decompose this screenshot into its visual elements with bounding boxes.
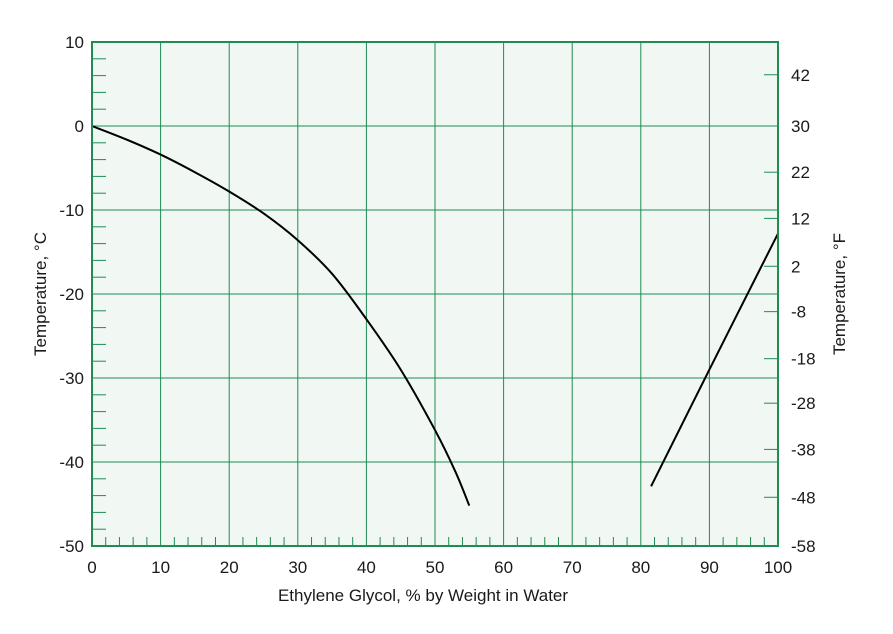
x-tick-label: 10 xyxy=(151,558,170,577)
y-right-tick-labels: 42 30 22 12 2 -8 -18 -28 -38 -48 -58 xyxy=(791,66,816,556)
y-axis-label-right: Temperature, °F xyxy=(830,233,849,355)
y-right-tick-label: 42 xyxy=(791,66,810,85)
y-right-tick-label: 12 xyxy=(791,209,810,228)
series-group xyxy=(91,125,779,507)
y-right-tick-label: -38 xyxy=(791,440,816,459)
y-right-tick-label: -58 xyxy=(791,537,816,556)
y-right-tick-label: -8 xyxy=(791,303,806,322)
plot-frame xyxy=(91,41,779,547)
minor-ticks xyxy=(92,58,778,547)
x-tick-label: 20 xyxy=(220,558,239,577)
y-right-tick-label: 22 xyxy=(791,163,810,182)
y-right-tick-label: 30 xyxy=(791,117,810,136)
y-left-tick-labels: 10 0 -10 -20 -30 -40 -50 xyxy=(59,33,84,556)
y-left-tick-label: -30 xyxy=(59,369,84,388)
x-tick-label: 70 xyxy=(563,558,582,577)
y-left-tick-label: -40 xyxy=(59,453,84,472)
x-tick-label: 0 xyxy=(87,558,96,577)
series-line-1 xyxy=(91,125,471,507)
y-right-tick-label: -18 xyxy=(791,350,816,369)
y-left-tick-label: 0 xyxy=(75,117,84,136)
y-right-tick-label: -48 xyxy=(791,488,816,507)
y-right-tick-label: 2 xyxy=(791,257,800,276)
series-line-2 xyxy=(650,233,779,487)
x-tick-label: 80 xyxy=(631,558,650,577)
y-left-tick-label: -20 xyxy=(59,285,84,304)
y-left-tick-label: 10 xyxy=(65,33,84,52)
x-tick-label: 30 xyxy=(288,558,307,577)
x-tick-label: 100 xyxy=(764,558,792,577)
x-tick-labels: 0 10 20 30 40 50 60 70 80 90 100 xyxy=(87,558,792,577)
x-tick-label: 60 xyxy=(494,558,513,577)
y-left-tick-label: -10 xyxy=(59,201,84,220)
x-tick-label: 50 xyxy=(426,558,445,577)
x-tick-label: 40 xyxy=(357,558,376,577)
y-axis-label-left: Temperature, °C xyxy=(31,232,50,356)
x-axis-label: Ethylene Glycol, % by Weight in Water xyxy=(278,586,568,605)
y-right-tick-label: -28 xyxy=(791,394,816,413)
x-tick-label: 90 xyxy=(700,558,719,577)
y-left-tick-label: -50 xyxy=(59,537,84,556)
